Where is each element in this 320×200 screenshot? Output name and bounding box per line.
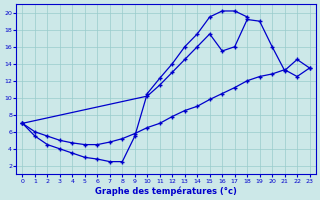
X-axis label: Graphe des températures (°c): Graphe des températures (°c)	[95, 186, 237, 196]
